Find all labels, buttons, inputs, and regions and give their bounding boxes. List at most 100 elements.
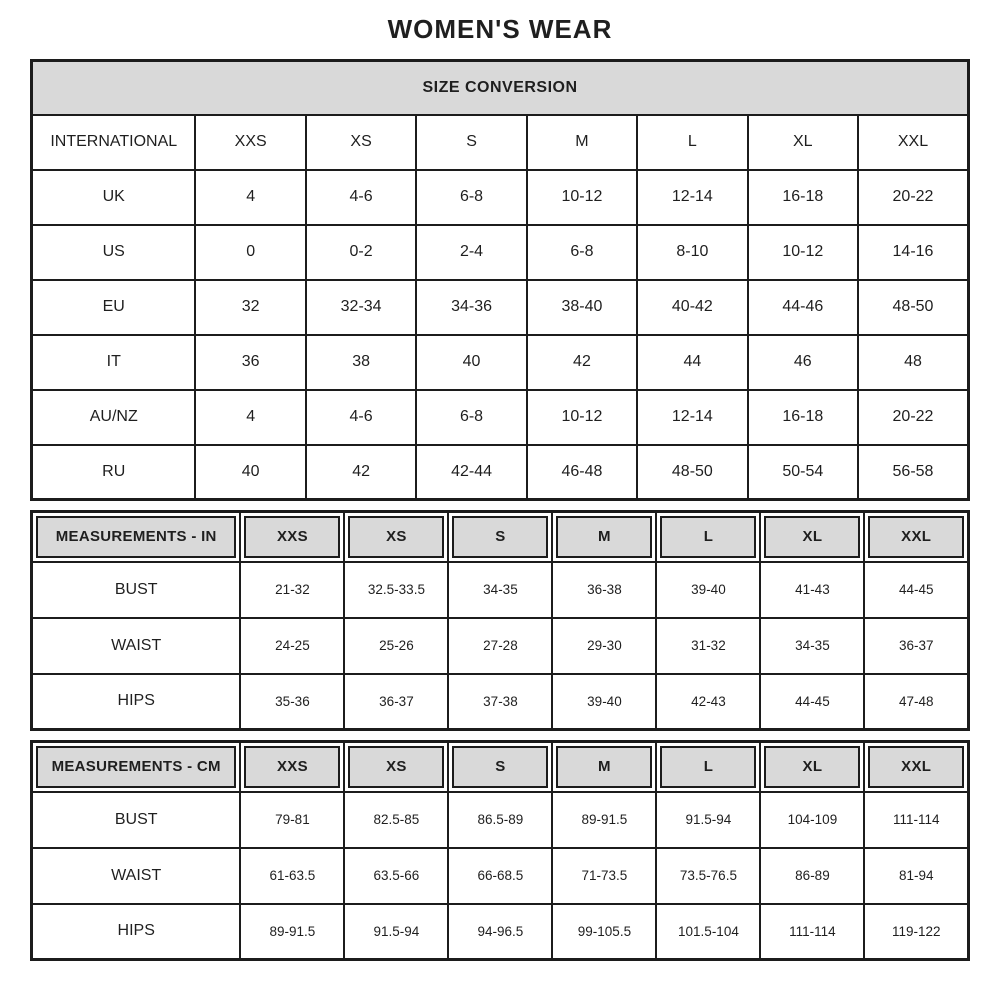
- column-header: S: [447, 510, 554, 563]
- table-row: RU 40 42 42-44 46-48 48-50 50-54 56-58: [30, 443, 970, 501]
- column-header: XXL: [863, 510, 970, 563]
- column-header: L: [636, 113, 749, 171]
- column-header-label: S: [452, 746, 549, 788]
- table-cell: 44-45: [759, 672, 866, 731]
- row-label: HIPS: [30, 902, 242, 961]
- table-cell: 82.5-85: [343, 790, 450, 849]
- table-cell: 4: [194, 388, 307, 446]
- table-row: WAIST 61-63.5 63.5-66 66-68.5 71-73.5 73.5-76…: [30, 846, 970, 905]
- column-header: L: [655, 740, 762, 793]
- table-cell: 46-48: [525, 443, 639, 501]
- row-label: BUST: [30, 560, 242, 619]
- table-cell: 6-8: [415, 388, 528, 446]
- table-header-row: MEASUREMENTS - CM XXS XS S M L XL XXL: [30, 740, 970, 793]
- table-cell: 111-114: [759, 902, 866, 961]
- table-cell: 0: [194, 223, 307, 281]
- measurements-in-table: MEASUREMENTS - IN XXS XS S M L XL XXL BUST 21-32 3…: [30, 510, 970, 731]
- table-cell: 89-91.5: [239, 902, 346, 961]
- table-cell: 40-42: [636, 278, 749, 336]
- column-header-label: XS: [348, 516, 445, 558]
- table-cell: 63.5-66: [343, 846, 450, 905]
- table-cell: 41-43: [759, 560, 866, 619]
- row-label: WAIST: [30, 846, 242, 905]
- page-title: WOMEN'S WEAR: [387, 14, 613, 44]
- table-row: BUST 21-32 32.5-33.5 34-35 36-38 39-40 41-43 44…: [30, 560, 970, 619]
- table-cell: 2-4: [415, 223, 528, 281]
- table-cell: 31-32: [655, 616, 762, 675]
- column-header: M: [551, 510, 658, 563]
- table-cell: 0-2: [304, 223, 418, 281]
- table-cell: 99-105.5: [551, 902, 658, 961]
- table-cell: 34-35: [447, 560, 554, 619]
- row-label: IT: [30, 333, 197, 391]
- table-header-row: MEASUREMENTS - IN XXS XS S M L XL XXL: [30, 510, 970, 563]
- row-label: BUST: [30, 790, 242, 849]
- column-header: XXL: [863, 740, 970, 793]
- column-header-label: XXS: [244, 516, 341, 558]
- table-row: BUST 79-81 82.5-85 86.5-89 89-91.5 91.5-94 104…: [30, 790, 970, 849]
- row-label: WAIST: [30, 616, 242, 675]
- table-cell: 101.5-104: [655, 902, 762, 961]
- row-label: AU/NZ: [30, 388, 197, 446]
- table-cell: 48-50: [636, 443, 749, 501]
- table-cell: 86.5-89: [447, 790, 554, 849]
- column-header-label: XL: [764, 746, 861, 788]
- table-cell: 36: [194, 333, 307, 391]
- table-cell: 21-32: [239, 560, 346, 619]
- column-header: XS: [343, 510, 450, 563]
- table-cell: 46: [746, 333, 860, 391]
- table-cell: 73.5-76.5: [655, 846, 762, 905]
- column-header-label: S: [452, 516, 549, 558]
- column-header: M: [525, 113, 639, 171]
- column-header: XS: [343, 740, 450, 793]
- measurements-cm-table: MEASUREMENTS - CM XXS XS S M L XL XXL BUST 79-81 8…: [30, 740, 970, 961]
- table-row: WAIST 24-25 25-26 27-28 29-30 31-32 34-35 36-37: [30, 616, 970, 675]
- column-header: XS: [304, 113, 418, 171]
- column-header: MEASUREMENTS - CM: [30, 740, 242, 793]
- table-cell: 104-109: [759, 790, 866, 849]
- column-header: L: [655, 510, 762, 563]
- table-cell: 25-26: [343, 616, 450, 675]
- table-cell: 44: [636, 333, 749, 391]
- table-cell: 40: [194, 443, 307, 501]
- column-header: XXS: [194, 113, 307, 171]
- column-header: S: [447, 740, 554, 793]
- table-cell: 44-46: [746, 278, 860, 336]
- column-header-label: MEASUREMENTS - IN: [36, 516, 237, 558]
- table-cell: 40: [415, 333, 528, 391]
- table-cell: 37-38: [447, 672, 554, 731]
- table-cell: 89-91.5: [551, 790, 658, 849]
- table-row: UK 4 4-6 6-8 10-12 12-14 16-18 20-22: [30, 168, 970, 226]
- size-conversion-table: SIZE CONVERSION INTERNATIONAL XXS XS S M L XL XX…: [30, 59, 970, 501]
- table-cell: 42: [304, 443, 418, 501]
- table-header-row: INTERNATIONAL XXS XS S M L XL XXL: [30, 113, 970, 171]
- table-cell: 56-58: [857, 443, 970, 501]
- column-header-label: MEASUREMENTS - CM: [36, 746, 237, 788]
- table-cell: 10-12: [746, 223, 860, 281]
- table-cell: 39-40: [655, 560, 762, 619]
- table-cell: 111-114: [863, 790, 970, 849]
- table-cell: 12-14: [636, 388, 749, 446]
- table-cell: 32.5-33.5: [343, 560, 450, 619]
- table-cell: 16-18: [746, 168, 860, 226]
- column-header: XXS: [239, 510, 346, 563]
- table-cell: 42-43: [655, 672, 762, 731]
- table-cell: 94-96.5: [447, 902, 554, 961]
- table-cell: 20-22: [857, 168, 970, 226]
- table-cell: 42-44: [415, 443, 528, 501]
- size-guide-page: WOMEN'S WEAR SIZE CONVERSION INTERNATIONA…: [30, 14, 970, 961]
- column-header-label: M: [556, 516, 653, 558]
- table-cell: 44-45: [863, 560, 970, 619]
- table-cell: 61-63.5: [239, 846, 346, 905]
- column-header: XXL: [857, 113, 970, 171]
- column-header-label: XS: [348, 746, 445, 788]
- column-header-label: L: [660, 746, 757, 788]
- table-row: IT 36 38 40 42 44 46 48: [30, 333, 970, 391]
- table-cell: 81-94: [863, 846, 970, 905]
- table-cell: 6-8: [415, 168, 528, 226]
- column-header: INTERNATIONAL: [30, 113, 197, 171]
- table-cell: 35-36: [239, 672, 346, 731]
- table-cell: 27-28: [447, 616, 554, 675]
- table-cell: 36-37: [863, 616, 970, 675]
- table-cell: 86-89: [759, 846, 866, 905]
